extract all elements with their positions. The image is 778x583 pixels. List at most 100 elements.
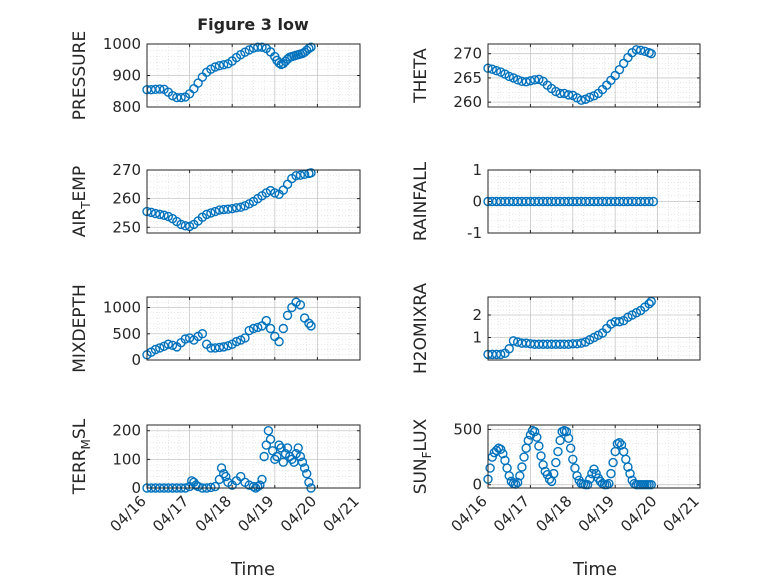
data-point: [496, 349, 506, 360]
data-point: [536, 451, 546, 461]
data-point: [216, 463, 227, 473]
y-axis-label: AIRTEMP: [70, 166, 93, 237]
data-point: [150, 208, 161, 219]
data-point: [295, 451, 306, 462]
data-point: [163, 339, 174, 349]
data-point: [534, 74, 544, 85]
data-point: [304, 318, 314, 328]
y-tick-label: 1000: [103, 299, 141, 317]
y-axis-label-main: PRESSURE: [70, 31, 90, 120]
data-point: [176, 219, 186, 230]
data-point: [542, 470, 553, 480]
data-point: [512, 477, 523, 488]
data-point: [306, 42, 316, 52]
data-point: [180, 221, 191, 231]
data-point: [197, 329, 208, 339]
y-tick-label: 500: [112, 325, 141, 343]
y-axis-label-main: AIR: [70, 209, 90, 238]
data-point: [223, 341, 233, 351]
data-point: [582, 479, 593, 490]
data-point: [491, 65, 502, 76]
data-point: [572, 471, 582, 481]
y-tick-label: 800: [112, 98, 141, 116]
data-point: [274, 58, 284, 68]
y-tick-label: 200: [112, 422, 141, 440]
data-point: [218, 342, 229, 352]
data-point: [587, 468, 597, 479]
y-tick-label: 2: [472, 306, 482, 324]
y-tick-label: 265: [453, 69, 482, 87]
data-point: [568, 454, 578, 464]
subplot-6: 1 2 H2OMIXRA: [411, 283, 701, 374]
data-point: [553, 446, 563, 457]
data-point: [244, 45, 254, 55]
data-point: [525, 76, 536, 86]
data-point: [259, 451, 269, 462]
data-point: [614, 64, 625, 75]
data-point: [214, 342, 225, 353]
data-point: [561, 426, 572, 437]
data-point: [555, 435, 565, 446]
y-tick-label: 900: [112, 67, 141, 85]
data-point: [508, 336, 519, 346]
y-tick-label: 250: [112, 218, 141, 236]
y-tick-label: 1: [472, 329, 482, 347]
y-tick-label: 260: [112, 190, 141, 208]
data-point: [167, 340, 178, 350]
data-point: [549, 468, 559, 479]
x-axis-label-right: Time: [572, 559, 617, 580]
data-point: [496, 444, 506, 455]
y-axis-label: THETA: [411, 48, 431, 104]
data-point: [257, 474, 267, 485]
y-tick-label: 260: [453, 93, 482, 111]
data-point: [551, 457, 561, 468]
data-point: [538, 460, 548, 470]
data-point: [210, 481, 220, 492]
data-point: [614, 437, 625, 448]
data-point: [206, 208, 216, 218]
y-axis-label: PRESSURE: [70, 31, 90, 120]
data-point: [644, 196, 654, 207]
y-tick-label: 1: [472, 161, 482, 179]
data-point: [648, 196, 659, 207]
y-tick-label: 0: [131, 351, 141, 369]
data-point: [565, 443, 576, 453]
data-point: [299, 463, 310, 473]
data-point: [278, 457, 289, 467]
y-axis-label-subscript: F: [420, 451, 434, 458]
y-axis-label-suffix: SL: [70, 418, 90, 439]
data-point: [206, 482, 216, 493]
axes-frame: [146, 424, 361, 489]
y-tick-label: -1: [467, 224, 482, 242]
data-point: [272, 451, 282, 462]
data-point: [201, 209, 212, 220]
y-tick-label: 0: [131, 479, 141, 497]
data-point: [270, 454, 280, 465]
data-point: [521, 77, 531, 87]
data-point: [508, 73, 519, 83]
data-point: [496, 67, 506, 77]
data-point: [231, 336, 242, 347]
axes-frame: [146, 169, 361, 234]
data-point: [515, 471, 525, 481]
data-point: [498, 449, 508, 459]
data-point: [231, 203, 242, 213]
data-point: [155, 209, 165, 220]
subplot-5: 0 500 1000 MIXDEPTH: [70, 284, 361, 373]
data-point: [504, 471, 514, 481]
y-tick-label: 0: [472, 193, 482, 211]
axes-frame: [487, 43, 701, 108]
data-point: [576, 338, 586, 348]
y-axis-label-subscript: M: [79, 439, 93, 449]
data-point: [555, 88, 565, 99]
data-point: [167, 90, 178, 101]
y-tick-label: 500: [453, 420, 482, 438]
y-axis-label-main: RAINFALL: [411, 161, 431, 241]
y-axis-label-main: SUN: [411, 458, 431, 494]
data-point: [608, 457, 618, 468]
data-point: [240, 201, 250, 211]
data-point: [512, 75, 523, 85]
data-point: [534, 441, 544, 451]
data-point: [176, 92, 186, 103]
